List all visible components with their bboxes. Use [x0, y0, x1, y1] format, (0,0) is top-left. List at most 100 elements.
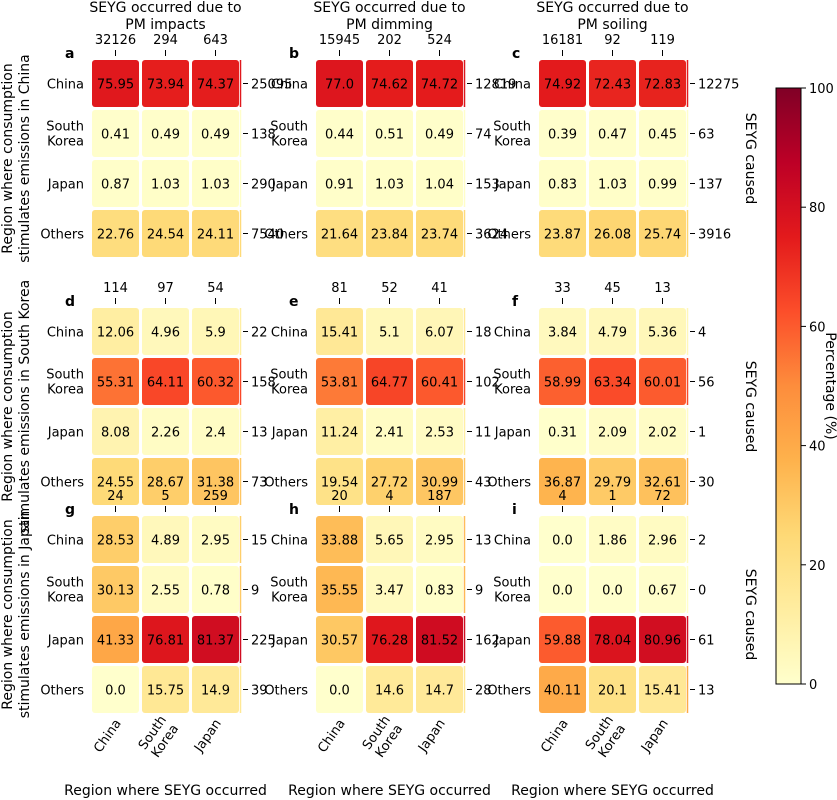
cell-value-label: 33.88	[321, 534, 358, 549]
cell-value-label: 64.11	[147, 376, 184, 391]
heatmap-cell	[589, 566, 636, 613]
cell-value-label: 0.51	[375, 128, 404, 143]
column-title: SEYG occurred due to PM dimming	[313, 0, 465, 33]
svg-text:SEYG caused: SEYG caused	[742, 361, 758, 453]
column-total-label: 24	[107, 489, 124, 504]
row-total-label: 1	[698, 426, 706, 441]
heatmap-cell	[316, 308, 363, 355]
y-category-label: Others	[264, 476, 308, 491]
heatmap-cell	[142, 516, 189, 563]
row-total-label: 11	[475, 426, 492, 441]
row-total-label: 15	[251, 534, 268, 549]
panel-d: d 114 97 54 12.06 4.96 5.9 55.31 64.11 60.32 8.08 2…	[40, 281, 276, 505]
heatmap-cell	[142, 458, 189, 505]
cell-value-label: 30.57	[321, 634, 358, 649]
y-category-label: China	[494, 326, 531, 341]
cell-value-label: 32.61	[644, 476, 681, 491]
heatmap-cell	[539, 458, 586, 505]
heatmap-cell	[316, 60, 363, 107]
heatmap-cell	[316, 358, 363, 405]
cell-value-label: 76.81	[147, 634, 184, 649]
heatmap-cell	[416, 666, 463, 713]
heatmap-cell	[192, 458, 239, 505]
colorbar-tick-label: 80	[809, 201, 826, 216]
heatmap-cell	[366, 60, 413, 107]
heatmap-cell	[192, 308, 239, 355]
column-total-label: 32126	[95, 33, 136, 48]
row-total-label: 9	[251, 584, 259, 599]
column-total-label: 1	[608, 489, 616, 504]
heatmap-cell	[589, 110, 636, 157]
cell-value-label: 30.13	[97, 584, 134, 599]
panel-f: f 33 45 13 3.84 4.79 5.36 58.99 63.34 60.01 0.31 2.…	[487, 281, 715, 505]
cell-value-label: 0.67	[648, 584, 677, 599]
cell-value-label: 21.64	[321, 228, 358, 243]
heatmap-cell	[639, 566, 686, 613]
row-total-label: 153	[475, 178, 500, 193]
cell-value-label: 0.39	[548, 128, 577, 143]
heatmap-cell	[142, 616, 189, 663]
heatmap-cell	[366, 666, 413, 713]
column-total-label: 97	[157, 281, 174, 296]
y-category-label: Japan	[494, 426, 531, 441]
panel-letter: a	[65, 46, 74, 62]
cell-value-label: 1.03	[201, 178, 230, 193]
y-category-label: Japan	[494, 634, 531, 649]
heatmap-cell	[539, 566, 586, 613]
y-category-label: Others	[40, 476, 84, 491]
cell-value-label: 0.0	[329, 684, 350, 699]
heatmap-cell	[539, 666, 586, 713]
row-total-label: 3624	[475, 228, 508, 243]
svg-text:Percentage (%): Percentage (%)	[822, 332, 837, 439]
y-category-label: South Korea	[46, 120, 84, 150]
heatmap-cell	[589, 458, 636, 505]
heatmap-cell	[316, 408, 363, 455]
heatmap-cell	[416, 408, 463, 455]
y-category-label: Japan	[271, 426, 308, 441]
heatmap-cell	[92, 566, 139, 613]
cell-value-label: 0.49	[425, 128, 454, 143]
column-total-label: 259	[203, 489, 228, 504]
heatmap-cell	[192, 160, 239, 207]
cell-value-label: 74.72	[421, 78, 458, 93]
svg-text:SEYG caused: SEYG caused	[742, 569, 758, 661]
panel-letter: e	[289, 294, 299, 310]
panel-b: b 15945 202 524 77.0 74.62 74.72 0.44 0.51 0.49 0.…	[264, 33, 516, 257]
column-total-label: 16181	[542, 33, 583, 48]
svg-text:SouthKorea: SouthKorea	[583, 713, 629, 761]
panel-letter: i	[512, 502, 517, 518]
heatmap-cell	[92, 160, 139, 207]
colorbar-tick-label: 0	[809, 678, 817, 693]
y-category-label: South Korea	[270, 120, 308, 150]
column-total-label: 92	[604, 33, 621, 48]
labels-layer: SEYG occurred due to PM impacts SEYG occur…	[0, 0, 758, 799]
colorbar-label: Percentage (%)	[822, 332, 837, 439]
row-total-label: 158	[251, 376, 276, 391]
cell-value-label: 24.55	[97, 476, 134, 491]
heatmap-cell	[92, 408, 139, 455]
cell-value-label: 23.74	[421, 228, 458, 243]
cell-value-label: 31.38	[197, 476, 234, 491]
y-category-label: China	[494, 534, 531, 549]
cell-value-label: 2.26	[151, 426, 180, 441]
heatmap-cell	[416, 458, 463, 505]
column-title: SEYG occurred due to PM impacts	[89, 0, 241, 33]
column-total-label: 294	[153, 33, 178, 48]
column-total-label: 524	[427, 33, 452, 48]
heatmap-cell	[416, 616, 463, 663]
colorbar: 0 20 40 60 80 100 Percentage (%)	[775, 82, 837, 693]
heatmap-cell	[639, 60, 686, 107]
column-total-label: 114	[103, 281, 128, 296]
row-total-label: 28	[475, 684, 492, 699]
row-group-label: Region where consumptionstimulates emiss…	[0, 511, 33, 719]
row-total-label: 12819	[475, 78, 516, 93]
cell-value-label: 24.11	[197, 228, 234, 243]
cell-value-label: 23.87	[544, 228, 581, 243]
heatmap-cell	[366, 458, 413, 505]
cell-value-label: 2.02	[648, 426, 677, 441]
cell-value-label: 63.34	[594, 376, 631, 391]
cell-value-label: 58.99	[544, 376, 581, 391]
heatmap-cell	[589, 516, 636, 563]
y-category-label: China	[47, 78, 84, 93]
